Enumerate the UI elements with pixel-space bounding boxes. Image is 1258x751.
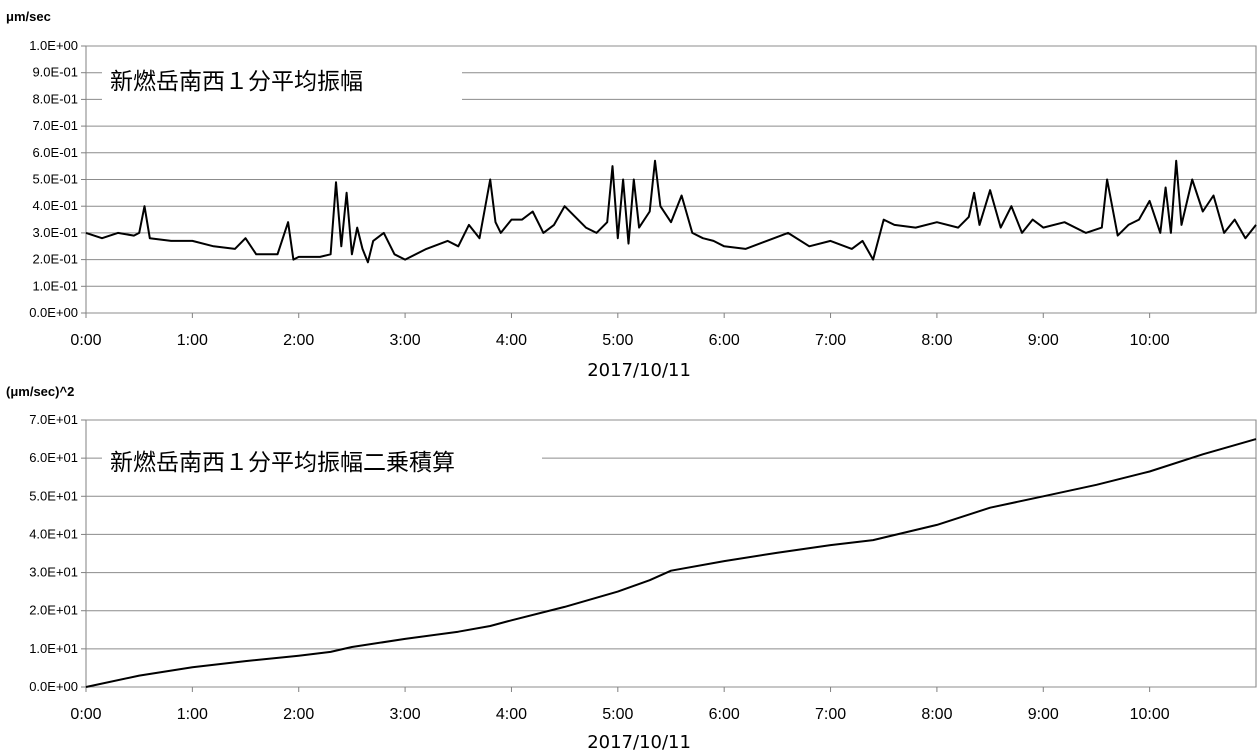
x-tick-label: 9:00 bbox=[1028, 706, 1059, 723]
x-tick-label: 8:00 bbox=[921, 706, 952, 723]
x-tick-label: 4:00 bbox=[496, 332, 527, 349]
x-tick-label: 5:00 bbox=[602, 332, 633, 349]
y-tick-label: 5.0E-01 bbox=[32, 172, 78, 187]
series-line-1 bbox=[85, 159, 1257, 264]
x-tick-label: 9:00 bbox=[1028, 332, 1059, 349]
y-tick-label: 2.0E+01 bbox=[29, 603, 78, 618]
x-tick-label: 4:00 bbox=[496, 706, 527, 723]
y-tick-label: 0.0E+00 bbox=[29, 679, 78, 694]
x-tick-label: 6:00 bbox=[709, 332, 740, 349]
x-tick-label: 3:00 bbox=[390, 332, 421, 349]
x-tick-label: 2:00 bbox=[283, 706, 314, 723]
y-tick-label: 6.0E-01 bbox=[32, 145, 78, 160]
y-tick-label: 1.0E+00 bbox=[29, 38, 78, 53]
y-tick-label: 1.0E-01 bbox=[32, 278, 78, 293]
x-tick-label: 3:00 bbox=[390, 706, 421, 723]
x-tick-label: 7:00 bbox=[815, 332, 846, 349]
y-tick-label: 3.0E+01 bbox=[29, 565, 78, 580]
y-tick-label: 4.0E+01 bbox=[29, 526, 78, 541]
y-tick-label: 9.0E-01 bbox=[32, 65, 78, 80]
y-tick-label: 7.0E+01 bbox=[29, 412, 78, 427]
x-tick-label: 0:00 bbox=[70, 332, 101, 349]
x-tick-label: 0:00 bbox=[70, 706, 101, 723]
x-tick-label: 10:00 bbox=[1130, 332, 1170, 349]
x-tick-label: 5:00 bbox=[602, 706, 633, 723]
y-tick-label: 7.0E-01 bbox=[32, 118, 78, 133]
x-axis-label: 2017/10/11 bbox=[587, 360, 691, 381]
y-axis-label: (μm/sec)^2 bbox=[6, 384, 74, 399]
y-tick-label: 3.0E-01 bbox=[32, 225, 78, 240]
x-tick-label: 8:00 bbox=[921, 332, 952, 349]
y-tick-label: 0.0E+00 bbox=[29, 305, 78, 320]
y-axis-label: μm/sec bbox=[6, 9, 51, 24]
x-tick-label: 2:00 bbox=[283, 332, 314, 349]
y-tick-label: 5.0E+01 bbox=[29, 488, 78, 503]
y-tick-label: 6.0E+01 bbox=[29, 450, 78, 465]
chart-title: 新燃岳南西１分平均振幅 bbox=[110, 69, 363, 95]
x-tick-label: 6:00 bbox=[709, 706, 740, 723]
x-tick-label: 7:00 bbox=[815, 706, 846, 723]
x-tick-label: 10:00 bbox=[1130, 706, 1170, 723]
x-tick-label: 1:00 bbox=[177, 332, 208, 349]
y-tick-label: 8.0E-01 bbox=[32, 91, 78, 106]
title-background bbox=[102, 440, 542, 486]
y-tick-label: 2.0E-01 bbox=[32, 252, 78, 267]
y-tick-label: 1.0E+01 bbox=[29, 641, 78, 656]
chart-title: 新燃岳南西１分平均振幅二乗積算 bbox=[110, 450, 455, 476]
title-background bbox=[102, 59, 462, 105]
x-tick-label: 1:00 bbox=[177, 706, 208, 723]
series-line-2 bbox=[85, 438, 1257, 688]
y-tick-label: 4.0E-01 bbox=[32, 198, 78, 213]
x-axis-label: 2017/10/11 bbox=[587, 732, 691, 751]
